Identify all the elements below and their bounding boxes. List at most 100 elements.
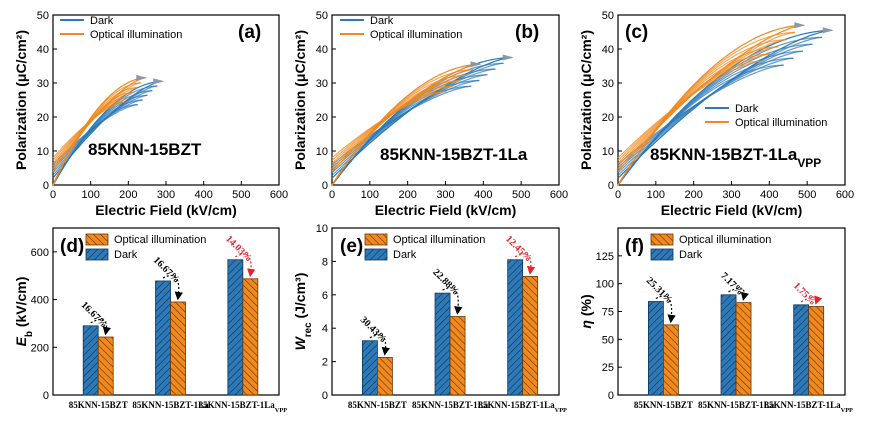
loop-charge-branch bbox=[617, 46, 779, 186]
y-axis-label: Eb (kV/cm) bbox=[13, 277, 35, 347]
x-axis-label: Electric Field (kV/cm) bbox=[375, 202, 517, 218]
loop-discharge-branch bbox=[52, 101, 125, 159]
panel-label: (d) bbox=[60, 236, 84, 257]
x-axis-label: Electric Field (kV/cm) bbox=[661, 202, 803, 218]
legend-label: Optical illumination bbox=[90, 29, 182, 41]
series-dark bbox=[52, 78, 165, 186]
y-tick-label: 20 bbox=[602, 112, 614, 124]
legend-label: Optical illumination bbox=[114, 234, 206, 246]
bar-dark bbox=[720, 294, 737, 396]
legend-label: Dark bbox=[370, 15, 394, 27]
legend-label: Optical illumination bbox=[679, 234, 771, 246]
bar-optical-illumination bbox=[808, 306, 825, 396]
legend-label: Dark bbox=[90, 15, 114, 27]
y-tick-label: 10 bbox=[316, 146, 328, 158]
legend-swatch-dark bbox=[364, 248, 388, 261]
loop-charge-branch bbox=[331, 85, 454, 186]
y-tick-label: 50 bbox=[602, 334, 614, 346]
loop-charge-branch bbox=[331, 63, 480, 186]
y-axis-label: Polarization (μC/cm²) bbox=[292, 30, 308, 170]
y-tick-label: 50 bbox=[37, 10, 49, 22]
bar-dark bbox=[82, 325, 99, 396]
y-axis-label: η (%) bbox=[578, 294, 594, 328]
y-tick-label: 50 bbox=[602, 10, 614, 22]
x-tick-label: 600 bbox=[836, 189, 854, 201]
legend-label: Optical illumination bbox=[735, 117, 827, 129]
loop-charge-branch bbox=[331, 69, 473, 186]
loop-charge-branch bbox=[331, 74, 488, 186]
bar-optical-illumination bbox=[376, 357, 393, 396]
change-arrow bbox=[90, 318, 111, 336]
change-arrow bbox=[235, 253, 256, 278]
legend-label: Optical illumination bbox=[370, 29, 462, 41]
loop-discharge-branch bbox=[52, 85, 158, 176]
x-axis-label: Electric Field (kV/cm) bbox=[95, 202, 237, 218]
bar-optical-illumination bbox=[735, 302, 752, 396]
y-tick-label: 0 bbox=[43, 180, 49, 192]
loop-charge-branch bbox=[331, 90, 447, 186]
sample-name: 85KNN-15BZT-1La bbox=[380, 145, 528, 164]
bar-dark bbox=[648, 301, 664, 396]
loop-charge-branch bbox=[52, 101, 125, 186]
y-tick-label: 30 bbox=[316, 78, 328, 90]
loop-charge-branch bbox=[52, 80, 163, 186]
sample-name: 85KNN-15BZT bbox=[88, 140, 202, 159]
category-label: 85KNN-15BZT bbox=[634, 400, 693, 410]
loop-tip-arrow bbox=[470, 61, 482, 68]
y-tick-label: 20 bbox=[37, 112, 49, 124]
x-tick-label: 200 bbox=[684, 189, 702, 201]
y-tick-label: 0 bbox=[608, 180, 614, 192]
sample-name: 85KNN-15BZT-1LaVPP bbox=[650, 145, 821, 170]
legend-label: Dark bbox=[735, 103, 759, 115]
bar-dark bbox=[155, 280, 171, 396]
change-arrow bbox=[728, 287, 750, 301]
legend: Dark Optical illumination bbox=[340, 15, 462, 41]
category-label: 85KNN-15BZT-1LaVPP bbox=[764, 400, 853, 414]
y-tick-label: 0 bbox=[322, 180, 328, 192]
hysteresis-panel-2: 0 100 200 300 400 500 600 0 10 20 30 40 50 Electric F… bbox=[292, 10, 568, 218]
bar-dark bbox=[793, 304, 810, 396]
legend-label: Optical illumination bbox=[393, 234, 485, 246]
y-tick-label: 40 bbox=[602, 44, 614, 56]
bar-dark bbox=[361, 340, 378, 396]
y-tick-label: 125 bbox=[596, 251, 614, 263]
y-tick-label: 30 bbox=[37, 78, 49, 90]
category-label: 85KNN-15BZT-1La bbox=[698, 400, 775, 410]
x-tick-label: 300 bbox=[436, 189, 454, 201]
loop-tip-arrow bbox=[502, 54, 514, 61]
loop-charge-branch bbox=[617, 60, 762, 186]
y-tick-label: 0 bbox=[43, 390, 49, 402]
x-tick-label: 500 bbox=[232, 189, 250, 201]
hysteresis-panel-3: 0 100 200 300 400 500 600 0 10 20 30 40 50 Electric F… bbox=[578, 10, 854, 218]
bar-optical-illumination bbox=[663, 324, 679, 396]
x-tick-label: 400 bbox=[760, 189, 778, 201]
panel-label: (f) bbox=[625, 236, 644, 257]
y-axis-label: Polarization (μC/cm²) bbox=[13, 30, 29, 170]
x-tick-label: 0 bbox=[329, 189, 335, 201]
y-tick-label: 40 bbox=[37, 44, 49, 56]
x-tick-label: 0 bbox=[615, 189, 621, 201]
y-axis-label: Polarization (μC/cm²) bbox=[578, 30, 594, 170]
x-tick-label: 400 bbox=[474, 189, 492, 201]
loop-charge-branch bbox=[331, 62, 504, 186]
series-optical-illumination bbox=[331, 61, 482, 186]
y-tick-label: 400 bbox=[31, 295, 49, 307]
loop-charge-branch bbox=[331, 79, 480, 186]
legend-label: Dark bbox=[393, 249, 417, 261]
category-label: 85KNN-15BZT-1LaVPP bbox=[478, 400, 567, 414]
legend-swatch-dark bbox=[650, 248, 674, 261]
x-tick-label: 100 bbox=[361, 189, 379, 201]
x-tick-label: 300 bbox=[722, 189, 740, 201]
y-tick-label: 0 bbox=[608, 390, 614, 402]
y-tick-label: 25 bbox=[602, 362, 614, 374]
percent-change-label: 7.17% bbox=[718, 270, 745, 297]
x-tick-label: 200 bbox=[398, 189, 416, 201]
legend-label: Dark bbox=[114, 249, 138, 261]
y-tick-label: 50 bbox=[316, 10, 328, 22]
y-tick-label: 6 bbox=[322, 290, 328, 302]
bar-optical-illumination bbox=[97, 336, 114, 396]
loop-charge-branch bbox=[331, 85, 472, 186]
bar-dark bbox=[507, 259, 524, 396]
